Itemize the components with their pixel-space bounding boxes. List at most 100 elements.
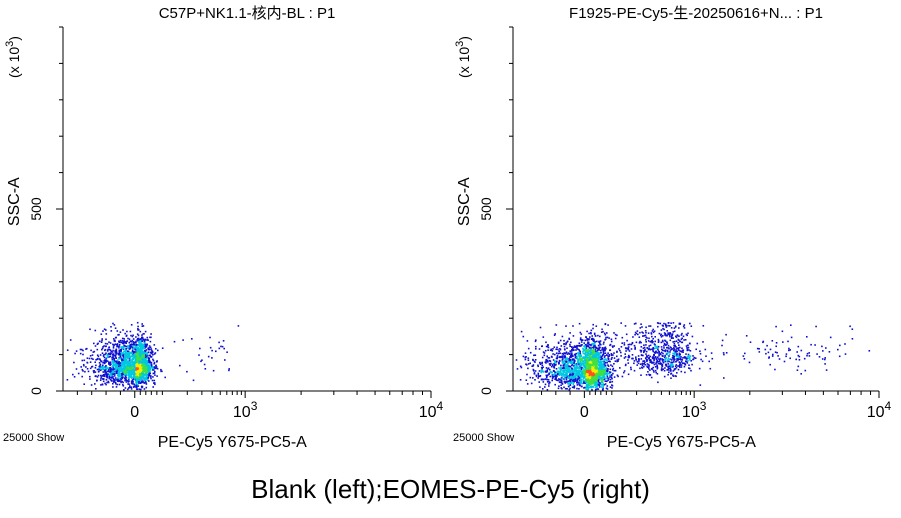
event-dot: [588, 347, 591, 349]
event-dot: [588, 361, 591, 364]
event-dot: [200, 360, 202, 363]
event-dot: [119, 375, 121, 378]
event-dot: [676, 358, 678, 360]
event-dot: [101, 347, 104, 350]
event-dot: [540, 369, 543, 372]
event-dot: [563, 367, 565, 369]
event-dot: [123, 373, 125, 376]
event-dot: [135, 381, 138, 384]
event-dot: [121, 365, 123, 368]
event-dot: [572, 325, 574, 327]
event-dot: [564, 374, 567, 377]
event-dot: [617, 375, 619, 378]
event-dot: [666, 353, 669, 356]
event-dot: [572, 348, 574, 351]
event-dot: [614, 360, 617, 362]
event-dot: [147, 368, 149, 370]
event-dot: [140, 368, 143, 370]
event-dot: [607, 377, 610, 380]
event-dot: [147, 374, 150, 376]
event-dot: [589, 366, 592, 368]
event-dot: [638, 342, 641, 344]
event-dot: [148, 365, 150, 368]
event-dot: [656, 373, 659, 375]
event-dot: [137, 345, 139, 347]
event-dot: [130, 344, 132, 346]
event-dot: [594, 384, 597, 386]
event-dot: [580, 333, 583, 335]
event-dot: [124, 353, 126, 355]
event-dot: [144, 362, 146, 365]
event-dot: [668, 332, 670, 335]
event-dot: [544, 378, 547, 380]
event-dot: [128, 355, 130, 357]
event-dot: [209, 336, 211, 339]
event-dot: [135, 355, 138, 357]
event-dot: [89, 361, 92, 363]
event-dot: [649, 369, 651, 371]
event-dot: [541, 356, 544, 359]
event-dot: [544, 349, 547, 352]
event-dot: [136, 352, 139, 355]
event-dot: [120, 341, 123, 344]
event-dot: [96, 379, 98, 382]
event-dot: [685, 360, 687, 362]
event-dot: [128, 373, 130, 375]
event-dot: [610, 376, 613, 379]
event-dot: [588, 350, 591, 352]
event-dot: [114, 355, 117, 357]
event-dot: [591, 377, 593, 380]
event-dot: [148, 380, 150, 382]
event-dot: [533, 373, 536, 375]
event-dot: [146, 353, 148, 356]
event-dot: [141, 336, 143, 338]
event-dot: [565, 342, 568, 344]
event-dot: [118, 365, 120, 368]
event-dot: [127, 356, 129, 359]
event-dot: [605, 367, 608, 369]
event-dot: [136, 357, 139, 359]
event-dot: [576, 378, 579, 381]
event-dot: [585, 376, 588, 379]
event-dot: [139, 353, 141, 355]
event-dot: [110, 369, 113, 371]
event-dot: [143, 343, 145, 346]
event-dot: [540, 366, 543, 369]
event-dot: [601, 360, 604, 363]
event-dot: [153, 382, 156, 384]
event-dot: [123, 356, 126, 358]
event-dot: [603, 341, 605, 344]
event-dot: [98, 368, 101, 371]
event-dot: [122, 362, 124, 364]
event-dot: [140, 370, 142, 372]
event-dot: [587, 364, 590, 366]
event-dot: [559, 348, 562, 351]
event-dot: [112, 371, 114, 374]
event-dot: [673, 327, 676, 329]
event-dot: [215, 350, 217, 353]
event-dot: [626, 339, 628, 342]
event-dot: [683, 362, 685, 365]
event-dot: [109, 342, 112, 344]
event-dot: [593, 377, 595, 379]
event-dot: [109, 352, 112, 354]
event-dot: [591, 370, 593, 372]
event-dot: [646, 337, 648, 339]
event-dot: [621, 342, 623, 344]
event-dot: [130, 388, 133, 390]
event-dot: [601, 355, 603, 358]
event-dot: [618, 348, 620, 350]
event-dot: [578, 350, 581, 352]
event-dot: [586, 378, 589, 381]
event-dot: [203, 363, 206, 366]
event-dot: [89, 375, 91, 378]
event-dot: [136, 370, 139, 372]
event-dot: [125, 342, 127, 344]
event-dot: [111, 351, 114, 353]
event-dot: [125, 340, 128, 343]
event-dot: [103, 356, 106, 359]
event-dot: [608, 372, 611, 375]
event-dot: [586, 368, 589, 371]
event-dot: [131, 380, 134, 383]
event-dot: [589, 352, 592, 355]
